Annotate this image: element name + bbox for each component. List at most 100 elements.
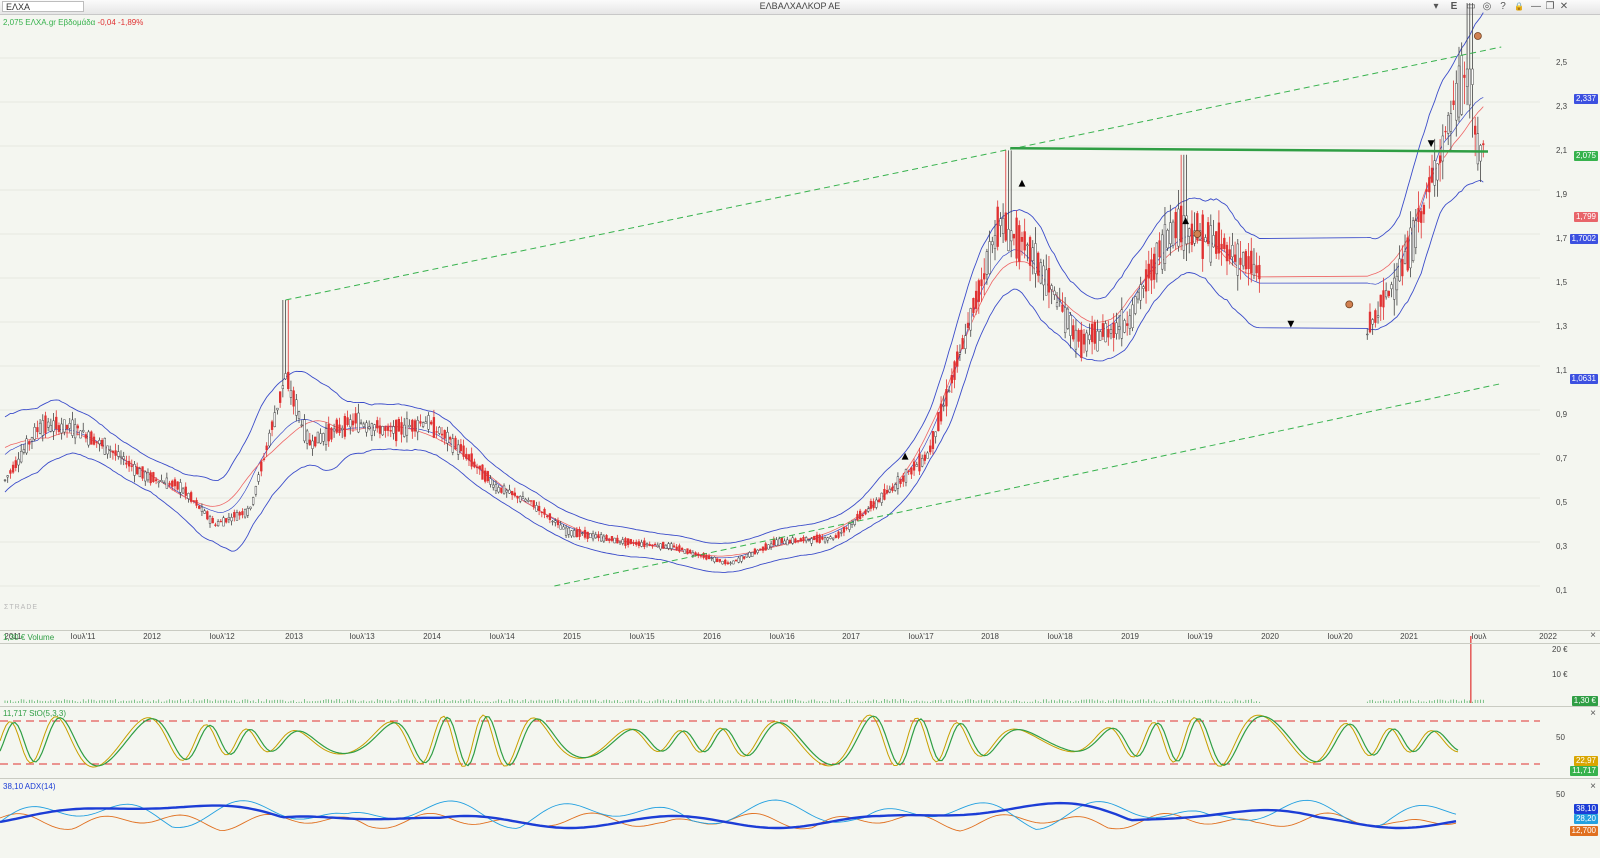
- candle-body: [1163, 224, 1167, 264]
- candle-body: [716, 558, 719, 563]
- candle-body: [621, 539, 624, 544]
- x-axis-tick: Ιουλ: [1471, 632, 1487, 641]
- sto-tick: 50: [1556, 733, 1565, 742]
- candle-body: [1026, 244, 1029, 247]
- candle-body: [411, 419, 414, 432]
- candle-body: [815, 534, 819, 543]
- close-icon[interactable]: ✕: [1559, 1, 1569, 12]
- candle-body: [845, 527, 848, 529]
- candle-body: [861, 514, 864, 516]
- candle-body: [613, 537, 616, 544]
- candle-body: [764, 543, 767, 551]
- candle-body: [195, 499, 198, 506]
- restore-icon[interactable]: ❐: [1545, 1, 1555, 12]
- candle-body: [813, 535, 816, 541]
- candle-body: [726, 562, 730, 565]
- adx-close-icon[interactable]: ×: [1590, 781, 1596, 792]
- candle-body: [1428, 177, 1431, 193]
- candle-body: [154, 479, 158, 482]
- candle-body: [1058, 300, 1061, 302]
- help-icon[interactable]: ?: [1500, 1, 1506, 12]
- candle-body: [1457, 65, 1461, 118]
- candle-body: [1374, 310, 1377, 323]
- y-axis-tick: 0,1: [1556, 586, 1568, 595]
- candle-body: [214, 524, 217, 526]
- candle-body: [961, 338, 964, 350]
- candle-body: [79, 430, 82, 439]
- candle-body: [470, 453, 473, 467]
- save-icon[interactable]: ▭: [1466, 1, 1476, 12]
- candle-body: [1247, 256, 1250, 270]
- candle-body: [481, 464, 484, 480]
- candle-body: [287, 371, 290, 390]
- candle-body: [1366, 333, 1369, 336]
- candle-body: [1465, 68, 1469, 87]
- candle-body: [923, 454, 927, 461]
- candle-body: [1055, 302, 1059, 308]
- volume-tick: 10 €: [1552, 670, 1568, 679]
- e-button[interactable]: E: [1450, 1, 1458, 12]
- candle-body: [742, 556, 746, 559]
- candle-body: [103, 437, 106, 455]
- candle-body: [1452, 100, 1455, 106]
- price-tag: 2,075: [1573, 151, 1598, 161]
- candle-body: [937, 412, 940, 432]
- candle-body: [1045, 269, 1048, 296]
- candle-body: [894, 484, 897, 491]
- signal-marker-icon: ▲: [1019, 179, 1026, 189]
- candle-body: [36, 427, 39, 433]
- main-legend: 2,075 ΕΛΧΑ.gr Εβδομάδα -0,04 -1,89%: [3, 18, 143, 27]
- panel-separator: [0, 643, 1600, 644]
- candle-body: [359, 422, 363, 424]
- candle-body: [171, 480, 174, 487]
- event-marker-icon: [1193, 230, 1202, 238]
- candle-body: [1107, 328, 1110, 338]
- candle-body: [1074, 329, 1078, 350]
- candle-body: [368, 426, 371, 429]
- candle-body: [203, 510, 206, 514]
- volume-close-icon[interactable]: ×: [1590, 630, 1596, 641]
- panel-separator[interactable]: [0, 778, 1600, 779]
- candle-body: [1050, 285, 1053, 290]
- candle-body: [1120, 309, 1123, 339]
- candle-body: [794, 538, 797, 543]
- candle-body: [446, 431, 449, 444]
- candle-body: [632, 542, 635, 544]
- candle-body: [907, 470, 910, 472]
- candle-body: [254, 486, 258, 495]
- candle-body: [9, 470, 12, 474]
- symbol-input[interactable]: ΕΛΧΑ: [2, 1, 84, 12]
- candle-body: [63, 419, 66, 433]
- candle-body: [1085, 332, 1088, 352]
- sto-close-icon[interactable]: ×: [1590, 708, 1596, 719]
- candle-body: [1093, 322, 1096, 344]
- lock-icon[interactable]: 🔒: [1514, 2, 1524, 11]
- dropdown-icon[interactable]: ▾: [1433, 1, 1439, 12]
- candle-body: [1212, 235, 1215, 248]
- candle-body: [1430, 167, 1434, 183]
- candle-body: [573, 530, 576, 538]
- minimize-icon[interactable]: —: [1531, 1, 1541, 12]
- y-axis-tick: 0,3: [1556, 542, 1568, 551]
- candle-body: [160, 480, 163, 482]
- candle-body: [686, 548, 689, 555]
- glasses-icon[interactable]: ◎: [1482, 1, 1492, 12]
- candle-body: [899, 479, 902, 484]
- candle-body: [1220, 243, 1223, 250]
- candle-body: [885, 489, 889, 494]
- y-axis-tick: 0,9: [1556, 410, 1568, 419]
- candle-body: [629, 539, 632, 544]
- candle-body: [659, 543, 662, 550]
- candle-body: [246, 508, 249, 516]
- candle-body: [316, 431, 320, 444]
- legend-change: -0,04 -1,89%: [97, 18, 144, 27]
- panel-separator[interactable]: [0, 706, 1600, 707]
- x-axis-tick: 2020: [1261, 632, 1279, 641]
- candle-body: [76, 425, 79, 429]
- candle-body: [510, 490, 514, 496]
- candle-body: [753, 548, 757, 555]
- y-axis-tick: 0,7: [1556, 454, 1568, 463]
- candle-body: [581, 532, 584, 535]
- candle-body: [268, 432, 271, 447]
